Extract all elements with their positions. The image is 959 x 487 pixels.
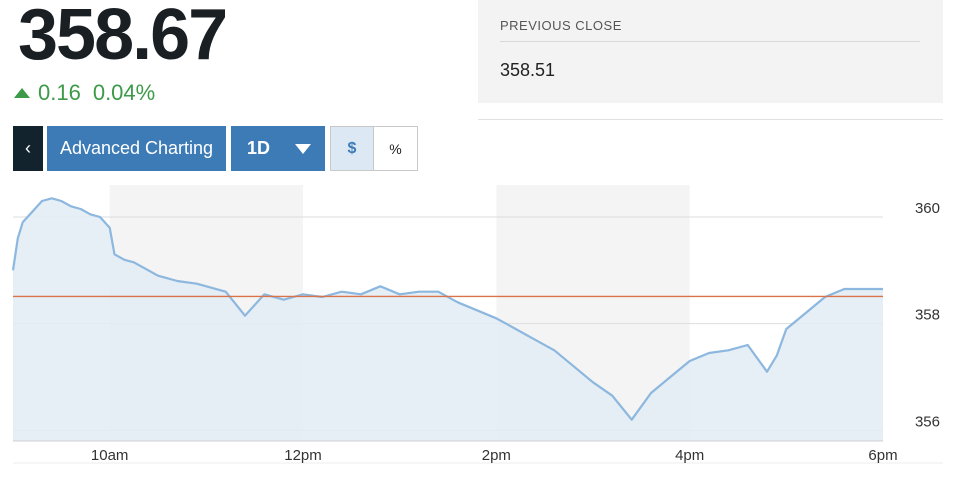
x-tick-label: 10am	[91, 447, 129, 464]
collapse-button[interactable]: ‹	[13, 126, 43, 171]
percent-toggle-button[interactable]: %	[374, 127, 417, 170]
previous-close-panel: PREVIOUS CLOSE 358.51	[478, 0, 943, 103]
triangle-up-icon	[14, 88, 30, 98]
previous-close-value: 358.51	[500, 60, 556, 80]
price-series-line	[11, 197, 883, 421]
advanced-charting-button[interactable]: Advanced Charting	[47, 126, 226, 171]
units-toggle: $ %	[330, 126, 418, 171]
range-dropdown[interactable]: 1D	[231, 126, 325, 171]
y-tick-label: 360	[915, 200, 940, 217]
x-tick-label: 4pm	[675, 447, 704, 464]
dollar-toggle-button[interactable]: $	[331, 127, 374, 170]
chart-toolbar: ‹ Advanced Charting 1D $ %	[13, 126, 418, 171]
previous-close-label: PREVIOUS CLOSE	[500, 18, 622, 33]
chevron-left-icon: ‹	[25, 138, 31, 158]
x-tick-label: 12pm	[284, 447, 322, 464]
y-axis: 360 358 356	[915, 200, 940, 430]
price-area-fill	[13, 198, 883, 441]
price-area	[11, 197, 883, 441]
divider	[478, 119, 943, 120]
change-percent: 0.04%	[92, 80, 156, 105]
price-change: 0.16 0.04%	[14, 80, 155, 106]
x-tick-label: 2pm	[482, 447, 511, 464]
x-tick-label: 6pm	[868, 447, 897, 464]
divider	[500, 41, 920, 42]
y-tick-label: 356	[915, 413, 940, 430]
caret-down-icon	[295, 143, 311, 154]
y-tick-label: 358	[915, 307, 940, 324]
x-axis: 10am 12pm 2pm 4pm 6pm	[13, 440, 943, 464]
change-value: 0.16	[38, 80, 81, 105]
last-price: 358.67	[18, 0, 228, 75]
range-value: 1D	[247, 138, 271, 158]
